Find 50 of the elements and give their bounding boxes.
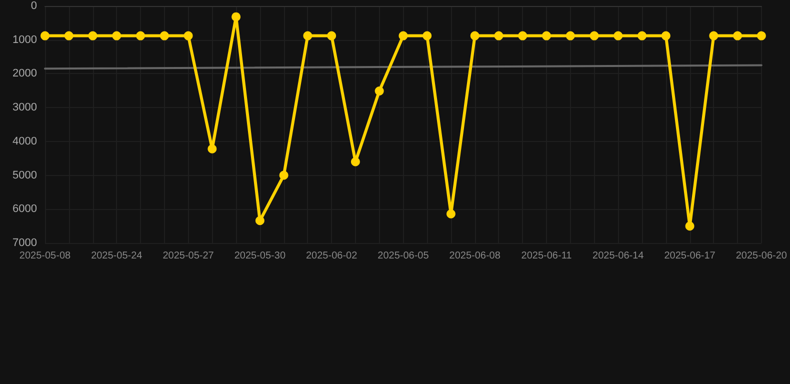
y-tick-label: 5000: [12, 169, 37, 182]
point: [160, 31, 169, 40]
point: [232, 12, 241, 22]
point: [279, 170, 288, 180]
point: [184, 31, 193, 40]
x-tick-label: 2025-05-08: [19, 250, 72, 262]
point: [327, 31, 336, 40]
point: [64, 31, 74, 40]
point: [614, 31, 623, 40]
point: [255, 216, 264, 226]
y-tick-label: 7000: [12, 237, 37, 249]
point: [446, 209, 456, 218]
y-tick-label: 1000: [12, 34, 37, 46]
point: [518, 31, 528, 40]
point: [542, 31, 551, 40]
x-tick-label: 2025-06-08: [449, 250, 501, 262]
point: [40, 31, 50, 40]
point: [685, 222, 694, 231]
x-tick-label: 2025-06-14: [592, 250, 644, 262]
x-tick-label: 2025-05-27: [162, 250, 214, 262]
point: [709, 31, 718, 40]
point: [638, 31, 647, 40]
x-tick-label: 2025-05-30: [234, 250, 286, 262]
y-tick-label: 4000: [12, 135, 37, 148]
point: [470, 31, 480, 40]
y-tick-label: 0: [30, 0, 37, 12]
point: [208, 144, 217, 154]
point: [112, 31, 122, 40]
x-tick-label: 2025-05-24: [91, 250, 143, 262]
point: [88, 31, 98, 40]
point: [756, 31, 766, 40]
point: [136, 31, 146, 40]
point: [350, 157, 360, 166]
point: [733, 31, 742, 40]
y-tick-label: 2000: [12, 68, 37, 80]
point: [303, 31, 312, 40]
x-tick-label: 2025-06-05: [378, 250, 430, 262]
point: [566, 31, 575, 40]
point: [374, 86, 384, 96]
y-tick-label: 6000: [12, 203, 37, 216]
x-tick-label: 2025-06-20: [736, 250, 788, 262]
point: [494, 31, 504, 40]
x-tick-label: 2025-06-02: [306, 250, 358, 262]
y-tick-label: 3000: [12, 102, 37, 114]
point: [661, 31, 670, 40]
x-tick-label: 2025-06-17: [664, 250, 716, 262]
x-tick-label: 2025-06-11: [521, 250, 572, 262]
point: [590, 31, 599, 40]
point: [422, 31, 432, 40]
point: [398, 31, 408, 40]
